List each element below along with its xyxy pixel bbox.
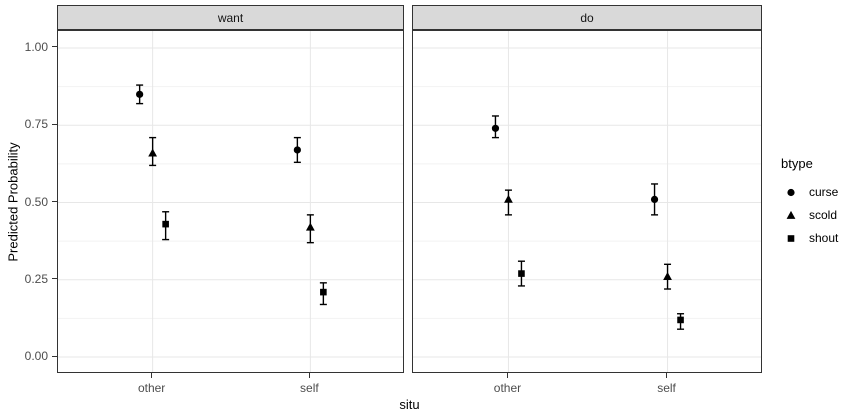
estimate-want-other-shout [162,211,170,241]
square-point [162,220,169,228]
estimate-want-other-scold [148,136,158,167]
x-axis-title: situ [399,397,420,412]
estimate-do-other-curse [491,115,500,139]
x-tick-mark [151,373,153,378]
square-point [677,316,684,324]
estimate-do-self-scold [663,263,672,290]
circle-glyph [787,188,795,196]
triangle-point [305,222,315,231]
legend-item-label: shout [809,230,839,245]
circle-point [136,90,144,98]
x-tick-label: self [300,381,319,395]
estimate-do-other-shout [517,260,525,287]
legend: btype curse scold shout [781,156,838,249]
legend-item-label: scold [809,207,838,222]
y-tick-mark [52,46,57,48]
circle-point [293,146,301,154]
y-tick-label: 0.50 [24,194,48,209]
facet-strip-do: do [412,5,762,30]
y-tick-label: 0.75 [24,117,48,132]
square-glyph [787,234,795,242]
triangle-glyph [786,210,796,219]
x-tick-label: self [657,381,676,395]
x-tick-label: other [493,381,522,395]
square-point-icon [787,234,795,242]
triangle-point [148,148,158,157]
x-tick-mark [506,373,508,378]
y-tick-mark [52,278,57,280]
facet-strip-want: want [57,5,404,30]
y-tick-mark [52,123,57,125]
panel-do [412,30,762,373]
x-tick-mark [666,373,668,378]
estimate-want-self-scold [305,214,315,244]
legend-item-shout: shout [781,226,838,249]
estimate-do-self-shout [677,313,685,330]
facet-strip-label: do [580,10,594,25]
estimate-want-self-shout [319,282,327,306]
estimate-want-other-curse [136,84,144,105]
legend-item-scold: scold [781,203,838,226]
estimate-do-self-curse [650,183,659,216]
y-tick-label: 1.00 [24,39,48,54]
circle-point [650,195,659,204]
estimate-do-other-scold [504,189,513,216]
circle-point-icon [787,188,795,196]
y-tick-label: 0.00 [24,349,48,363]
y-tick-mark [52,201,57,202]
panel-want [57,30,404,373]
legend-item-label: curse [809,184,839,199]
triangle-point [504,194,513,203]
estimate-want-self-curse [293,136,301,164]
circle-point [491,124,500,132]
triangle-point-icon [786,210,796,219]
y-tick-mark [52,355,57,357]
facet-strip-label: want [217,10,244,25]
square-point [320,288,327,296]
y-tick-label: 0.25 [24,271,48,286]
triangle-point [663,272,672,281]
square-point [518,270,525,277]
x-tick-label: other [137,381,166,395]
legend-title: btype [781,156,813,171]
x-tick-mark [308,373,310,378]
legend-item-curse: curse [781,180,838,203]
